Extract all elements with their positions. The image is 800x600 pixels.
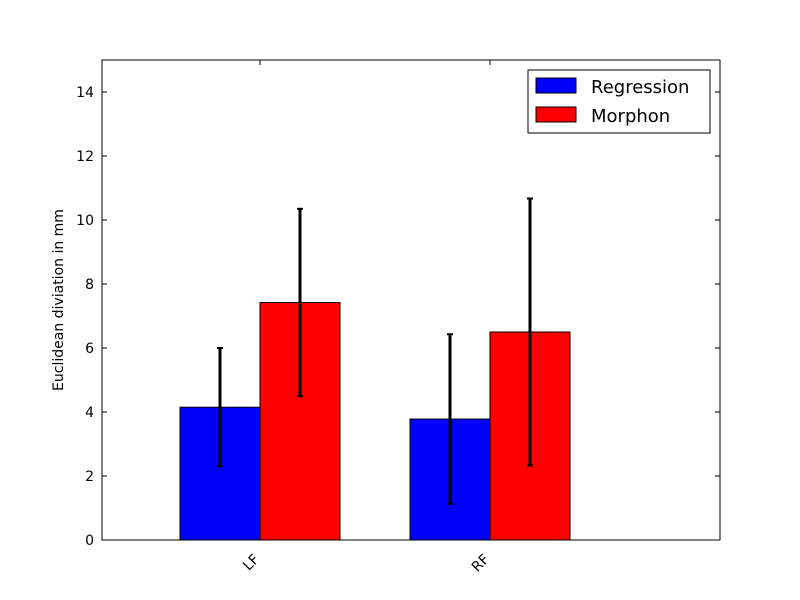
legend-swatch-regression [535,77,577,94]
bars-layer [179,302,571,541]
y-tick-label: 0 [85,533,94,549]
error-bar-morphon-rf [527,197,533,467]
legend: Regression Morphon [527,69,711,134]
error-bar-regression-rf [447,333,453,505]
y-tick-label: 8 [85,277,94,293]
y-tick-label: 12 [76,149,94,165]
errorbars-layer [217,197,533,505]
x-tick-label: LF [240,552,263,575]
y-tick-label: 10 [76,213,94,229]
error-bar-regression-lf [217,347,223,468]
legend-label-regression: Regression [591,77,689,98]
y-axis: 0 2 4 6 8 10 12 14 [76,85,720,549]
y-tick-label: 14 [76,85,94,101]
y-axis-label: Euclidean diviation in mm [51,209,67,391]
y-tick-label: 2 [85,469,94,485]
plot-frame [101,59,721,541]
legend-label-morphon: Morphon [591,106,670,127]
y-tick-label: 4 [85,405,94,421]
error-bar-morphon-lf [297,207,303,398]
x-tick-label: RF [469,552,493,576]
y-tick-label: 6 [85,341,94,357]
legend-swatch-morphon [535,106,577,123]
